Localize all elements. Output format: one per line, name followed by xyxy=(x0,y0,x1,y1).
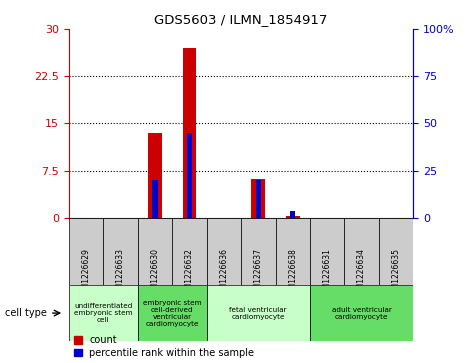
Bar xyxy=(286,216,300,218)
Text: GSM1226633: GSM1226633 xyxy=(116,248,125,299)
Text: GSM1226632: GSM1226632 xyxy=(185,248,194,299)
Text: GSM1226630: GSM1226630 xyxy=(151,248,160,299)
Bar xyxy=(310,285,413,341)
Bar xyxy=(310,218,344,285)
Bar xyxy=(69,285,138,341)
Text: GSM1226634: GSM1226634 xyxy=(357,248,366,299)
Bar xyxy=(207,218,241,285)
Bar xyxy=(256,180,261,218)
Bar xyxy=(379,218,413,285)
Text: embryonic stem
cell-derived
ventricular
cardiomyocyte: embryonic stem cell-derived ventricular … xyxy=(143,299,201,327)
Text: GSM1226637: GSM1226637 xyxy=(254,248,263,299)
Text: fetal ventricular
cardiomyocyte: fetal ventricular cardiomyocyte xyxy=(229,307,287,319)
Bar xyxy=(276,218,310,285)
Text: cell type: cell type xyxy=(5,308,47,318)
Bar xyxy=(344,218,379,285)
Text: GSM1226635: GSM1226635 xyxy=(391,248,400,299)
Legend: count, percentile rank within the sample: count, percentile rank within the sample xyxy=(74,335,254,358)
Bar xyxy=(138,285,207,341)
Title: GDS5603 / ILMN_1854917: GDS5603 / ILMN_1854917 xyxy=(154,13,328,26)
Bar xyxy=(69,218,104,285)
Bar xyxy=(290,211,295,218)
Bar xyxy=(187,133,192,218)
Text: GSM1226638: GSM1226638 xyxy=(288,248,297,299)
Text: undifferentiated
embryonic stem
cell: undifferentiated embryonic stem cell xyxy=(74,303,133,323)
Bar xyxy=(172,218,207,285)
Text: GSM1226629: GSM1226629 xyxy=(82,248,91,299)
Text: adult ventricular
cardiomyocyte: adult ventricular cardiomyocyte xyxy=(332,307,391,319)
Text: GSM1226636: GSM1226636 xyxy=(219,248,228,299)
Bar xyxy=(138,218,172,285)
Bar xyxy=(182,48,196,218)
Bar xyxy=(241,218,276,285)
Bar xyxy=(207,285,310,341)
Bar xyxy=(104,218,138,285)
Bar xyxy=(152,180,158,218)
Bar xyxy=(251,179,265,218)
Bar xyxy=(148,133,162,218)
Text: GSM1226631: GSM1226631 xyxy=(323,248,332,299)
